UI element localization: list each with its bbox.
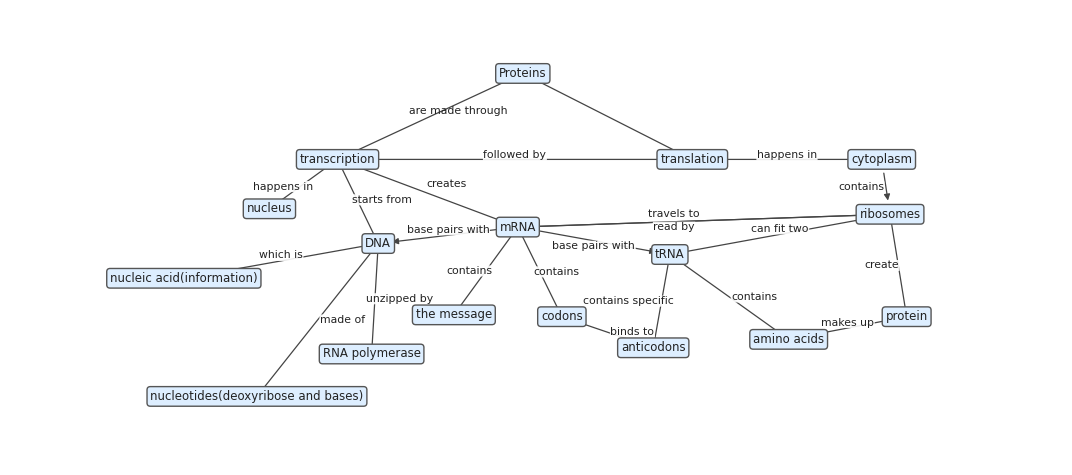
Text: unzipped by: unzipped by [367, 294, 433, 304]
Text: nucleotides(deoxyribose and bases): nucleotides(deoxyribose and bases) [150, 390, 363, 403]
Text: made of: made of [319, 315, 366, 325]
Text: creates: creates [427, 179, 466, 189]
Text: anticodons: anticodons [621, 341, 686, 354]
Text: contains: contains [534, 267, 580, 277]
Text: Proteins: Proteins [498, 67, 547, 80]
Text: tRNA: tRNA [655, 248, 685, 261]
Text: DNA: DNA [366, 237, 391, 250]
Text: amino acids: amino acids [754, 333, 824, 346]
Text: codons: codons [541, 310, 583, 323]
Text: which is: which is [259, 250, 303, 260]
Text: nucleus: nucleus [247, 202, 293, 215]
Text: the message: the message [416, 308, 492, 322]
Text: create: create [864, 260, 899, 270]
Text: transcription: transcription [300, 153, 375, 166]
Text: can fit two: can fit two [751, 224, 808, 234]
Text: followed by: followed by [483, 150, 547, 160]
Text: nucleic acid(information): nucleic acid(information) [110, 272, 257, 285]
Text: contains: contains [731, 292, 777, 302]
Text: contains specific: contains specific [583, 296, 673, 306]
Text: starts from: starts from [352, 195, 412, 205]
Text: base pairs with: base pairs with [406, 225, 490, 235]
Text: mRNA: mRNA [500, 220, 536, 234]
Text: makes up: makes up [821, 317, 874, 328]
Text: happens in: happens in [757, 150, 817, 160]
Text: base pairs with: base pairs with [552, 241, 636, 251]
Text: contains: contains [838, 182, 884, 192]
Text: travels to: travels to [649, 209, 700, 218]
Text: are made through: are made through [408, 106, 507, 116]
Text: translation: translation [660, 153, 725, 166]
Text: RNA polymerase: RNA polymerase [323, 348, 420, 361]
Text: ribosomes: ribosomes [860, 208, 921, 221]
Text: read by: read by [654, 222, 695, 232]
Text: cytoplasm: cytoplasm [851, 153, 912, 166]
Text: protein: protein [885, 310, 927, 323]
Text: binds to: binds to [610, 327, 655, 337]
Text: happens in: happens in [253, 181, 313, 191]
Text: contains: contains [446, 266, 492, 276]
